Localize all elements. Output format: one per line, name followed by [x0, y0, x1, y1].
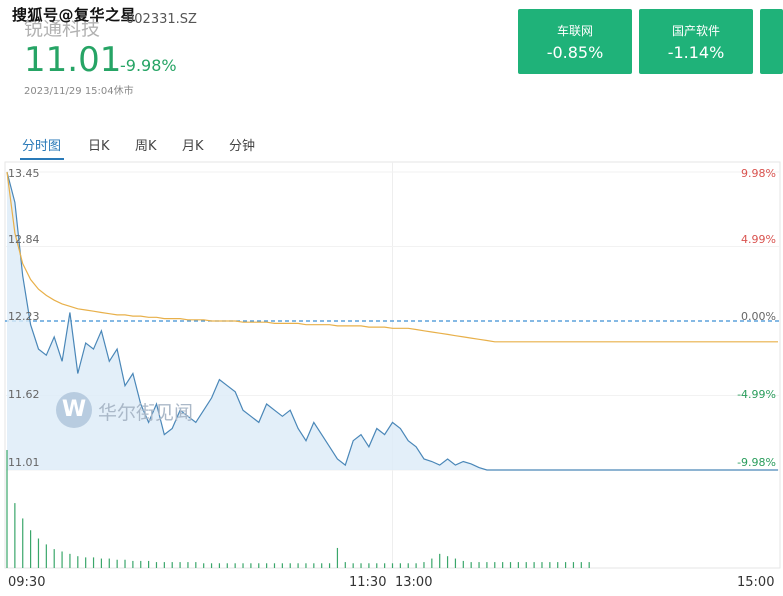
y-tick-label: 13.45 [8, 167, 40, 180]
chart-grid [4, 161, 781, 569]
sector-change: -1.14% [667, 43, 725, 62]
tab-daily-k[interactable]: 日K [88, 139, 110, 154]
pct-tick-label: 4.99% [741, 233, 776, 246]
price-area [7, 172, 778, 470]
current-price: 11.01 [24, 40, 122, 80]
tab-minute[interactable]: 分钟 [229, 139, 256, 154]
x-tick-label: 13:00 [395, 575, 433, 590]
y-tick-label: 12.84 [8, 233, 40, 246]
sector-name: 国产软件 [671, 24, 720, 38]
watermark-top: 搜狐号@复华之星 [12, 6, 137, 24]
stock-code: 002331.SZ [126, 12, 197, 27]
y-tick-label: 11.01 [8, 456, 40, 469]
chart-lines [6, 171, 778, 471]
wallstreetcn-logo-icon: W [56, 392, 92, 428]
market-status-time: 2023/11/29 15:04休市 [24, 86, 134, 97]
pct-tick-label: 9.98% [741, 167, 776, 180]
volume-bars [6, 450, 590, 568]
chart-tabs: 分时图 日K 周K 月K 分钟 [0, 122, 783, 162]
sector-card-domestic-software[interactable]: 国产软件 -1.14% [639, 9, 753, 74]
chart-watermark: 华尔街见闻 [98, 402, 194, 424]
stock-name: 锐通科技 [24, 18, 101, 40]
active-tab-indicator [20, 158, 64, 160]
x-tick-label: 15:00 [737, 575, 775, 590]
tab-intraday[interactable]: 分时图 [22, 139, 62, 154]
price-area-fill [7, 172, 778, 470]
tab-weekly-k[interactable]: 周K [135, 139, 157, 154]
x-tick-label: 11:30 [349, 575, 387, 590]
pct-tick-label: -4.99% [737, 388, 776, 401]
sector-change: -0.85% [546, 43, 604, 62]
sector-card-partial[interactable] [760, 9, 783, 74]
y-tick-label: 11.62 [8, 388, 40, 401]
y-tick-label: 12.23 [8, 310, 40, 323]
price-change-pct: -9.98% [120, 56, 177, 75]
price-line [6, 171, 778, 471]
pct-tick-label: -9.98% [737, 456, 776, 469]
sector-name: 车联网 [556, 24, 593, 38]
average-price-line [6, 171, 778, 343]
x-tick-label: 09:30 [8, 575, 46, 590]
pct-tick-label: 0.00% [741, 310, 776, 323]
sector-card-iov[interactable]: 车联网 -0.85% [518, 9, 632, 74]
tab-monthly-k[interactable]: 月K [182, 139, 204, 154]
